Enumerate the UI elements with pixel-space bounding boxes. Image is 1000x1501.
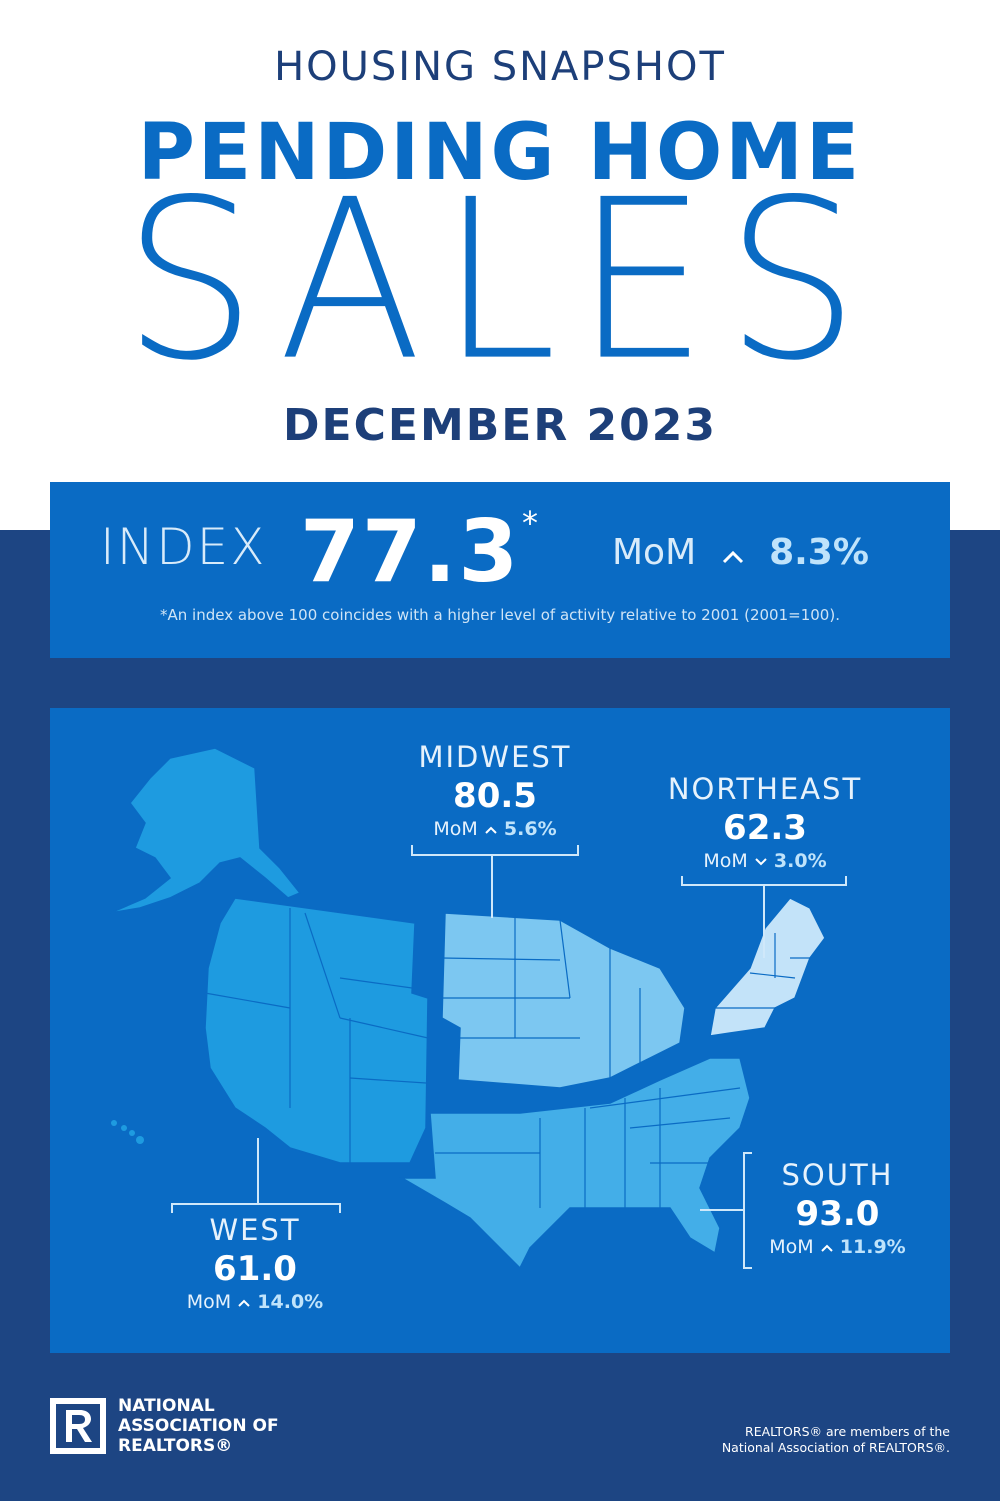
footer-note-line-2: National Association of REALTORS®. (721, 1440, 950, 1455)
south-leader-line (700, 1152, 752, 1269)
south-mom-label: MoM (769, 1236, 814, 1258)
map-panel: MIDWEST 80.5 MoM 5.6% NORTHEAST 62.3 MoM… (50, 708, 950, 1353)
west-name: WEST (209, 1213, 301, 1247)
west-leader-line (171, 1138, 341, 1213)
south-region: SOUTH 93.0 MoM 11.9% (740, 1158, 935, 1258)
index-mom-label: MoM (612, 532, 697, 573)
midwest-mom: MoM 5.6% (385, 818, 605, 840)
west-state-borders (204, 908, 429, 1163)
northeast-region: NORTHEAST 62.3 MoM 3.0% (645, 772, 885, 872)
big-word-title: SALES (123, 151, 877, 410)
west-mom: MoM 14.0% (155, 1291, 355, 1313)
index-asterisk: * (522, 504, 538, 542)
index-label: INDEX (100, 518, 267, 576)
index-panel: INDEX 77.3 * MoM 8.3% *An index above 10… (50, 482, 950, 658)
midwest-leader-line (411, 845, 579, 918)
west-region: WEST 61.0 MoM 14.0% (155, 1213, 355, 1313)
chevron-up-icon (820, 1236, 834, 1258)
northeast-name: NORTHEAST (667, 772, 863, 806)
midwest-state-borders (441, 913, 641, 1078)
chevron-up-icon (722, 532, 744, 573)
org-line-3: REALTORS® (118, 1436, 233, 1456)
hawaii-shape (111, 1120, 144, 1144)
us-map (109, 747, 847, 1270)
south-mom-value: 11.9% (839, 1236, 906, 1258)
south-state-borders (435, 1087, 741, 1208)
midwest-region-shape (441, 912, 686, 1089)
index-mom-value: 8.3% (769, 532, 869, 573)
midwest-name: MIDWEST (418, 740, 572, 774)
footer-note: REALTORS® are members of the National As… (722, 1424, 950, 1456)
northeast-leader-line (681, 876, 847, 958)
period-label: DECEMBER 2023 (283, 400, 717, 451)
chevron-up-icon (237, 1291, 251, 1313)
org-line-1: NATIONAL (118, 1396, 215, 1416)
northeast-mom-label: MoM (703, 850, 748, 872)
west-value: 61.0 (213, 1249, 297, 1289)
west-mom-value: 14.0% (257, 1291, 324, 1313)
northeast-value: 62.3 (723, 808, 807, 848)
index-mom: MoM 8.3% (612, 532, 869, 573)
alaska-shape (109, 747, 302, 914)
headline-title: PENDING HOME (137, 108, 863, 198)
northeast-state-borders (710, 933, 810, 1009)
midwest-mom-label: MoM (433, 818, 478, 840)
midwest-region: MIDWEST 80.5 MoM 5.6% (385, 740, 605, 840)
index-footnote: *An index above 100 coincides with a hig… (160, 606, 840, 624)
west-mom-label: MoM (186, 1291, 232, 1313)
index-value: 77.3 (300, 502, 521, 602)
org-line-2: ASSOCIATION OF (118, 1416, 279, 1436)
northeast-mom: MoM 3.0% (645, 850, 885, 872)
south-region-shape (399, 1057, 751, 1270)
northeast-region-shape (709, 897, 826, 1037)
south-mom: MoM 11.9% (740, 1236, 935, 1258)
chevron-up-icon (484, 818, 498, 840)
northeast-mom-value: 3.0% (773, 850, 827, 872)
chevron-down-icon (754, 850, 768, 872)
midwest-value: 80.5 (453, 776, 537, 816)
kicker-title: HOUSING SNAPSHOT (274, 44, 726, 90)
south-value: 93.0 (795, 1194, 880, 1234)
realtor-logo-icon (50, 1398, 106, 1454)
footer-note-line-1: REALTORS® are members of the (745, 1424, 950, 1439)
org-name: NATIONAL ASSOCIATION OF REALTORS® (118, 1396, 279, 1456)
south-name: SOUTH (781, 1158, 894, 1192)
midwest-mom-value: 5.6% (503, 818, 557, 840)
west-region-shape (204, 897, 429, 1164)
